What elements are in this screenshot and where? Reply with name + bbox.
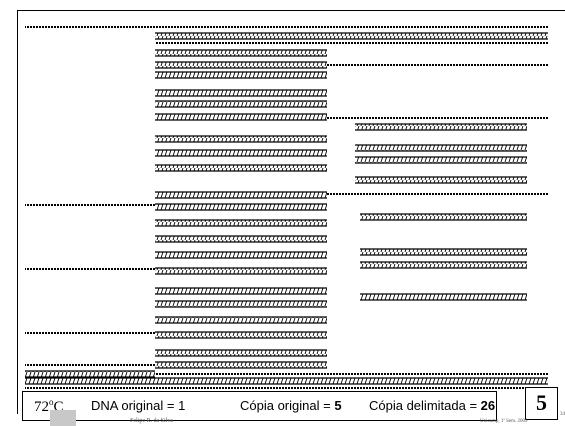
copia-delimitada-label: Cópia delimitada = [369, 398, 481, 413]
copy-strand-30 [155, 287, 327, 295]
template-strand-5 [327, 64, 548, 66]
template-strand-20 [25, 204, 155, 206]
temperature-label: 72oC [34, 397, 64, 416]
copy-strand-11 [355, 123, 527, 131]
copy-strand-25 [360, 248, 527, 256]
copy-strand-33 [155, 316, 327, 324]
copy-strand-26 [155, 251, 327, 259]
cycle-number-box: 5 [525, 387, 558, 420]
copy-strand-27 [360, 261, 527, 269]
copy-strand-24 [155, 235, 327, 243]
copy-strand-36 [155, 349, 327, 357]
copia-delimitada-value: 26 [480, 398, 496, 413]
copy-strand-9 [155, 113, 327, 121]
copy-strand-13 [355, 144, 527, 152]
copia-original-value: 5 [334, 398, 342, 413]
copy-strand-14 [155, 149, 327, 157]
copia-delimitada-count: Cópia delimitada = 26 [369, 398, 495, 413]
dna-original-label: DNA original = [91, 398, 179, 413]
copy-strand-4 [155, 61, 327, 69]
template-strand-2 [155, 42, 548, 44]
copy-strand-35 [155, 331, 327, 339]
dna-original-value: 1 [178, 398, 186, 413]
copy-strand-7 [155, 89, 327, 97]
copy-strand-23 [155, 219, 327, 227]
author-footer: Felipe R. da Silva [130, 418, 173, 424]
copy-strand-41 [25, 377, 548, 385]
copy-count-bar: 72oC DNA original = 1 Cópia original = 5… [22, 391, 497, 421]
template-strand-34 [25, 332, 155, 334]
copy-strand-12 [155, 135, 327, 143]
template-strand-0 [25, 26, 548, 28]
copia-original-count: Cópia original = 5 [240, 398, 342, 413]
temperature-unit: C [53, 399, 64, 415]
copy-strand-32 [155, 300, 327, 308]
decorative-bar [50, 410, 76, 426]
temperature-value: 72 [34, 399, 49, 415]
template-strand-28 [25, 268, 155, 270]
copy-strand-18 [155, 191, 327, 199]
copy-strand-3 [155, 49, 327, 57]
copy-strand-15 [355, 156, 527, 164]
copy-strand-1 [155, 32, 548, 40]
copy-strand-39 [25, 370, 155, 378]
template-strand-10 [327, 117, 548, 119]
copia-original-label: Cópia original = [240, 398, 335, 413]
page-number: 34 [560, 412, 565, 417]
copy-strand-16 [155, 164, 327, 172]
copy-strand-31 [360, 293, 527, 301]
copy-strand-6 [155, 71, 327, 79]
copy-strand-37 [155, 361, 327, 369]
copy-strand-21 [155, 203, 327, 211]
institution-footer: Unicamp, 1º Sem. 2009 [480, 419, 528, 424]
copy-strand-17 [355, 176, 527, 184]
temperature-degree: o [49, 397, 54, 407]
template-strand-42 [25, 387, 548, 389]
copy-strand-8 [155, 100, 327, 108]
dna-original-count: DNA original = 1 [91, 398, 185, 413]
slide-frame [17, 10, 565, 414]
template-strand-40 [155, 373, 548, 375]
copy-strand-22 [360, 213, 527, 221]
copy-strand-29 [155, 267, 327, 275]
template-strand-19 [327, 193, 548, 195]
template-strand-38 [25, 364, 155, 366]
